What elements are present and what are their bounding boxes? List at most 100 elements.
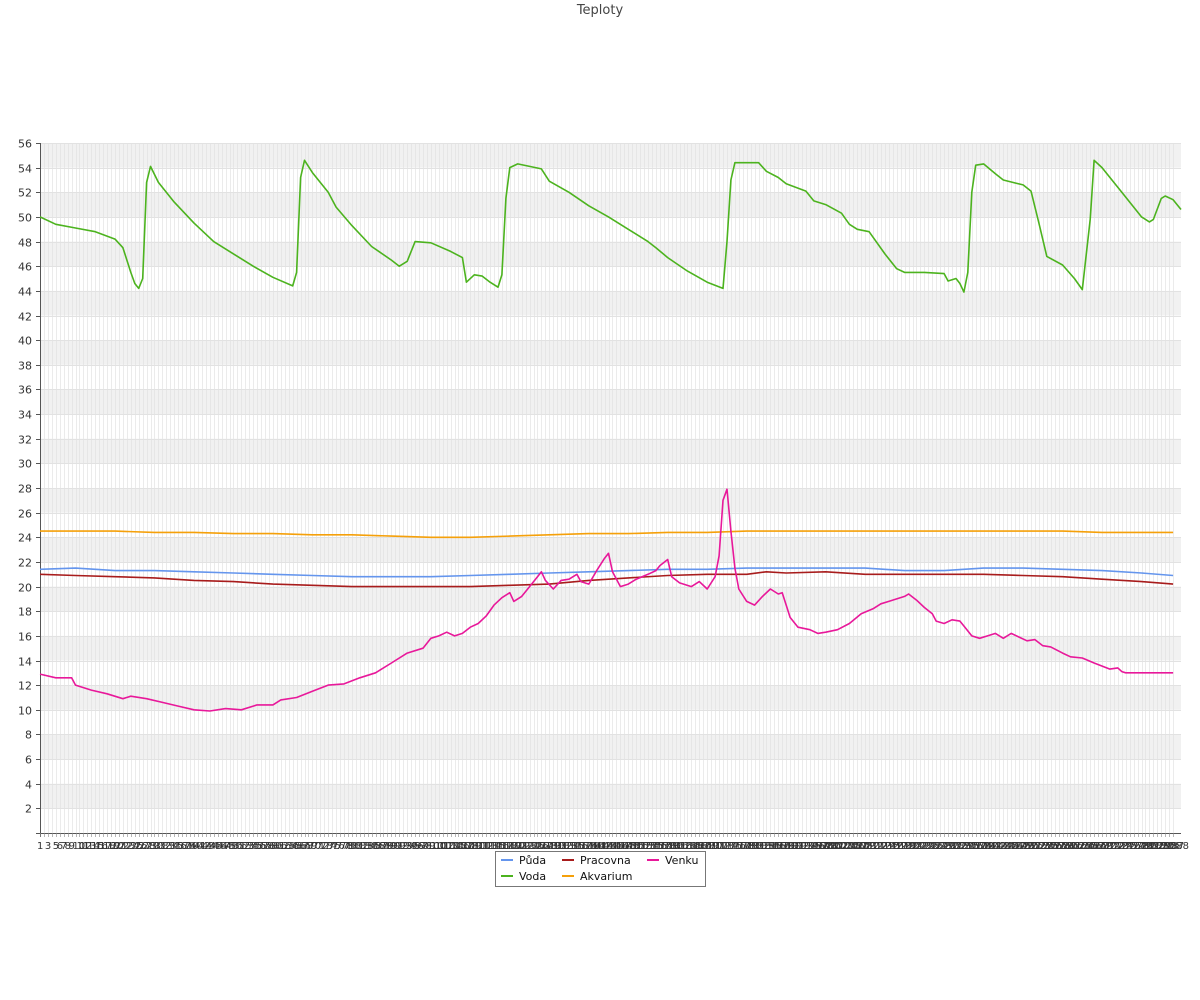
x-tick-label: 145	[605, 841, 624, 852]
x-tick-label: 132	[553, 841, 572, 852]
x-tick-label: 83	[360, 841, 373, 852]
x-tick-label: 141	[589, 841, 608, 852]
x-tick-label: 87	[376, 841, 389, 852]
grid-band	[40, 290, 1181, 316]
legend-item: Půda	[501, 853, 546, 868]
grid-band	[40, 537, 1181, 562]
x-tick-label: 84	[364, 841, 377, 852]
x-tick-label: 203	[834, 841, 853, 852]
x-tick-label: 175	[723, 841, 742, 852]
x-tick-label: 57	[257, 841, 270, 852]
x-tick-label: 95	[407, 841, 420, 852]
y-tick-label: 8	[25, 729, 32, 742]
x-tick-label: 210	[861, 841, 880, 852]
x-tick-label: 190	[782, 841, 801, 852]
x-tick-label: 121	[510, 841, 529, 852]
x-tick-label: 151	[628, 841, 647, 852]
y-tick-label: 4	[25, 779, 32, 792]
x-tick-label: 104	[443, 841, 462, 852]
y-tick-label: 14	[18, 656, 32, 669]
x-tick-label: 82	[356, 841, 369, 852]
y-tick-label: 48	[18, 237, 32, 250]
x-tick-label: 278	[1130, 841, 1149, 852]
x-tick-label: 263	[1070, 841, 1089, 852]
legend-swatch	[562, 859, 574, 861]
x-tick-label: 44	[206, 841, 219, 852]
x-tick-label: 253	[1031, 841, 1050, 852]
x-tick-label: 208	[853, 841, 872, 852]
x-tick-label: 96	[411, 841, 424, 852]
x-tick-label: 239	[976, 841, 995, 852]
x-tick-label: 181	[747, 841, 766, 852]
x-tick-label: 248	[1011, 841, 1030, 852]
grid-band	[40, 488, 1181, 513]
x-tick-label: 198	[814, 841, 833, 852]
legend-item: Venku	[647, 853, 698, 868]
x-tick-label: 283	[1149, 841, 1168, 852]
x-tick-label: 35	[170, 841, 183, 852]
x-tick-label: 119	[502, 841, 521, 852]
x-tick-label: 118	[498, 841, 517, 852]
legend-label: Pracovna	[580, 854, 631, 867]
grid-band	[40, 143, 1181, 168]
x-tick-label: 214	[877, 841, 896, 852]
x-tick-label: 115	[486, 841, 505, 852]
x-tick-label: 165	[683, 841, 702, 852]
x-tick-label: 182	[751, 841, 770, 852]
x-tick-label: 202	[830, 841, 849, 852]
x-tick-label: 68	[301, 841, 314, 852]
x-tick-label: 247	[1007, 841, 1026, 852]
x-tick-label: 18	[103, 841, 116, 852]
x-tick-label: 221	[905, 841, 924, 852]
x-tick-label: 228	[932, 841, 951, 852]
legend-label: Venku	[665, 854, 699, 867]
x-tick-label: 249	[1015, 841, 1034, 852]
x-tick-label: 97	[415, 841, 428, 852]
legend-item: Voda	[501, 869, 546, 884]
x-tick-label: 103	[439, 841, 458, 852]
x-tick-label: 272	[1106, 841, 1125, 852]
x-tick-label: 73	[320, 841, 333, 852]
x-tick-label: 178	[735, 841, 754, 852]
x-tick-label: 72	[316, 841, 329, 852]
x-tick-label: 43	[202, 841, 215, 852]
x-tick-label: 232	[948, 841, 967, 852]
x-tick-label: 137	[573, 841, 592, 852]
x-tick-label: 144	[601, 841, 620, 852]
x-tick-label: 80	[348, 841, 361, 852]
x-tick-label: 250	[1019, 841, 1038, 852]
x-tick-label: 191	[786, 841, 805, 852]
x-tick-label: 13	[83, 841, 96, 852]
grid-band	[40, 340, 1181, 365]
x-tick-label: 11	[76, 841, 89, 852]
x-tick-label: 201	[826, 841, 845, 852]
x-tick-label: 1	[37, 841, 43, 852]
x-tick-label: 37	[178, 841, 191, 852]
x-tick-label: 243	[991, 841, 1010, 852]
x-tick-labels: 1 3 56789101112131415161718192021222324252…	[37, 841, 1184, 852]
x-tick-label: 40	[190, 841, 203, 852]
x-tick-label: 10	[73, 841, 86, 852]
x-tick-label: 262	[1066, 841, 1085, 852]
x-tick-label: 167	[691, 841, 710, 852]
y-tick-label: 28	[18, 483, 32, 496]
x-tick-label: 130	[545, 841, 564, 852]
x-tick-label: 131	[549, 841, 568, 852]
y-tick-label: 12	[18, 680, 32, 693]
x-tick-label: 256	[1043, 841, 1062, 852]
x-tick-label: 196	[806, 841, 825, 852]
chart-legend: Půda Pracovna Venku Voda Akvarium	[495, 851, 706, 887]
y-tick-label: 32	[18, 434, 32, 447]
x-tick-label: 100	[427, 841, 446, 852]
x-tick-label: 8	[65, 841, 71, 852]
x-tick-label: 172	[711, 841, 730, 852]
x-tick-label: 49	[226, 841, 239, 852]
x-tick-label: 143	[597, 841, 616, 852]
x-tick-label: 251	[1023, 841, 1042, 852]
x-tick-label: 273	[1110, 841, 1129, 852]
x-tick-label: 124	[522, 841, 541, 852]
x-tick-label: 22	[119, 841, 132, 852]
x-tick-label: 53	[241, 841, 254, 852]
x-tick-label: 89	[383, 841, 396, 852]
x-tick-label: 69	[304, 841, 317, 852]
